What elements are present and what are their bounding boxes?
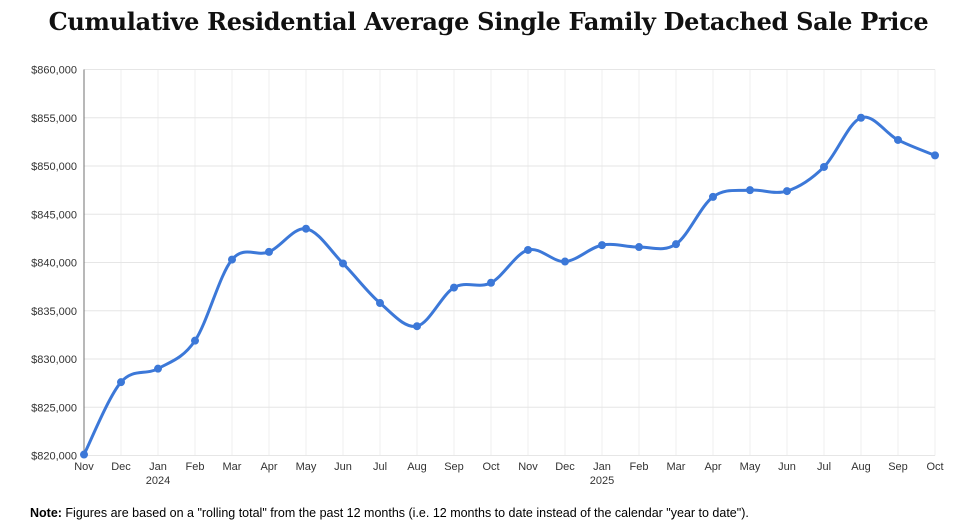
x-axis-year-label: 2024: [146, 475, 170, 487]
x-axis-tick-label: Nov: [74, 461, 94, 473]
data-point-marker[interactable]: [672, 240, 680, 249]
data-point-marker[interactable]: [820, 162, 828, 171]
data-point-marker[interactable]: [154, 364, 162, 373]
x-axis-tick-label: Jun: [334, 461, 352, 473]
x-axis-tick-label: Jan: [593, 461, 611, 473]
data-point-marker[interactable]: [524, 245, 532, 254]
y-axis-tick-label: $825,000: [31, 402, 77, 414]
data-point-marker[interactable]: [413, 322, 421, 331]
data-point-marker[interactable]: [931, 151, 939, 160]
x-axis-tick-label: Jul: [817, 461, 831, 473]
price-series-line: [82, 115, 937, 457]
data-point-marker[interactable]: [746, 186, 754, 195]
x-axis-tick-label: Jun: [778, 461, 796, 473]
x-axis-year-label: 2025: [590, 475, 614, 487]
data-point-marker[interactable]: [265, 247, 273, 256]
x-axis-tick-label: Nov: [518, 461, 538, 473]
data-point-marker[interactable]: [376, 299, 384, 308]
y-axis-tick-label: $820,000: [31, 451, 77, 463]
x-axis-tick-label: Apr: [260, 461, 277, 473]
data-point-marker[interactable]: [561, 257, 569, 266]
chart-title: Cumulative Residential Average Single Fa…: [48, 7, 929, 36]
data-point-marker[interactable]: [339, 259, 347, 268]
x-axis-tick-label: Dec: [111, 461, 131, 473]
y-axis-tick-label: $845,000: [31, 209, 77, 221]
data-point-marker[interactable]: [894, 135, 902, 144]
y-axis-tick-label: $860,000: [31, 65, 77, 77]
data-point-marker[interactable]: [857, 113, 865, 122]
y-axis-tick-label: $835,000: [31, 306, 77, 318]
x-axis-tick-label: May: [296, 461, 317, 473]
x-axis-tick-label: Dec: [555, 461, 575, 473]
data-point-marker[interactable]: [191, 336, 199, 345]
y-axis-tick-label: $840,000: [31, 258, 77, 270]
data-point-marker[interactable]: [302, 224, 310, 233]
data-point-marker[interactable]: [80, 450, 88, 459]
x-axis-tick-label: Feb: [186, 461, 205, 473]
chart-note: Note: Figures are based on a "rolling to…: [30, 506, 749, 520]
x-axis-tick-label: Oct: [926, 461, 943, 473]
note-label: Note:: [30, 506, 62, 520]
note-text: Figures are based on a "rolling total" f…: [61, 506, 749, 520]
y-axis-tick-label: $855,000: [31, 113, 77, 125]
data-point-marker[interactable]: [450, 283, 458, 292]
x-axis-tick-label: Oct: [482, 461, 499, 473]
data-point-marker[interactable]: [709, 192, 717, 201]
data-point-marker[interactable]: [783, 187, 791, 196]
data-point-marker[interactable]: [117, 378, 125, 387]
x-axis-tick-label: Aug: [851, 461, 871, 473]
x-axis-tick-label: Jul: [373, 461, 387, 473]
y-axis-tick-label: $850,000: [31, 161, 77, 173]
x-axis-tick-label: Mar: [667, 461, 686, 473]
x-axis-tick-label: Sep: [888, 461, 908, 473]
x-axis-tick-label: Jan: [149, 461, 167, 473]
x-axis-tick-label: Mar: [223, 461, 242, 473]
x-axis-tick-label: Sep: [444, 461, 464, 473]
x-axis-tick-label: Feb: [630, 461, 649, 473]
data-point-marker[interactable]: [487, 278, 495, 287]
x-axis-tick-label: Aug: [407, 461, 427, 473]
x-axis-tick-label: May: [740, 461, 761, 473]
data-point-marker[interactable]: [598, 241, 606, 250]
data-point-marker[interactable]: [228, 255, 236, 264]
x-axis-tick-label: Apr: [704, 461, 721, 473]
y-axis-tick-label: $830,000: [31, 354, 77, 366]
data-point-marker[interactable]: [635, 243, 643, 252]
